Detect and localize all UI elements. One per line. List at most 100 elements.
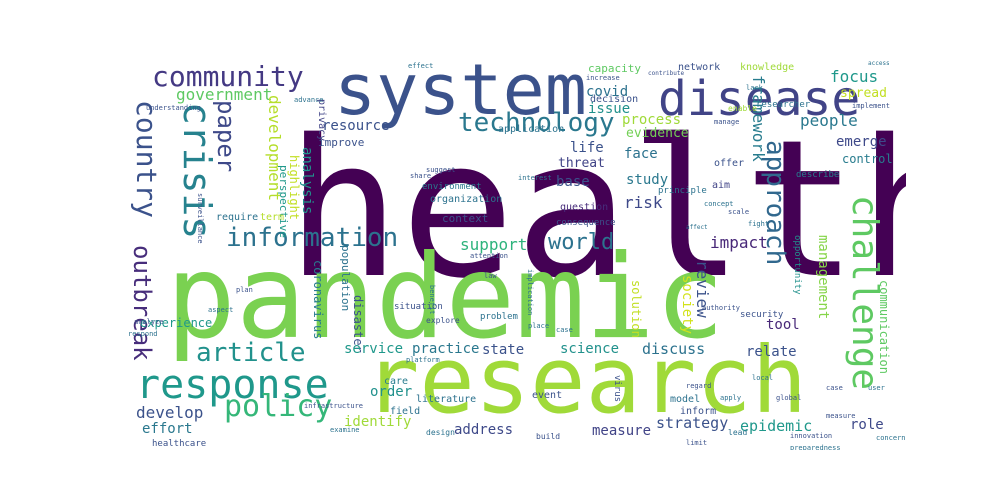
word-focus: focus <box>830 67 879 86</box>
word-measure: measure <box>592 423 652 439</box>
word-user: user <box>868 384 885 392</box>
word-place: place <box>528 322 550 330</box>
word-examine: examine <box>330 426 360 434</box>
word-implication: implication <box>526 269 534 316</box>
word-context: context <box>442 212 489 225</box>
word-attention: attention <box>470 252 508 260</box>
word-information: information <box>226 223 399 253</box>
word-article: article <box>196 338 306 368</box>
word-address: address <box>454 422 514 438</box>
word-government: government <box>176 85 273 104</box>
word-environment: environment <box>422 182 482 192</box>
word-benefit: benefit <box>428 285 436 315</box>
word-communication: communication <box>877 280 891 374</box>
word-network: network <box>678 62 721 73</box>
word-require: require <box>216 212 259 223</box>
word-solution: solution <box>629 280 643 338</box>
word-decision: decision <box>590 94 639 105</box>
word-population: population <box>339 245 352 312</box>
word-consequence: consequence <box>556 218 616 228</box>
word-question: question <box>560 202 609 213</box>
word-face: face <box>624 146 658 162</box>
word-plan: plan <box>236 286 253 294</box>
word-describe: describe <box>796 170 840 180</box>
word-aspect: aspect <box>208 306 234 314</box>
word-disease: disease <box>658 71 861 127</box>
word-policy: policy <box>224 389 333 424</box>
word-care: care <box>384 376 409 387</box>
word-apply: apply <box>720 394 742 402</box>
word-infrastructure: infrastructure <box>304 402 364 410</box>
word-experience: experience <box>140 316 213 330</box>
word-effect: effect <box>408 62 434 70</box>
word-understanding: understanding <box>146 104 201 112</box>
word-access: access <box>868 60 890 67</box>
word-service: service <box>344 341 404 357</box>
word-measure: measure <box>826 412 856 420</box>
word-preparedness: preparedness <box>790 444 841 451</box>
word-enable: enable <box>728 104 757 113</box>
word-respond: respond <box>128 330 158 338</box>
word-knowledge: knowledge <box>740 62 795 73</box>
word-implement: implement <box>852 102 890 110</box>
word-opportunity: opportunity <box>792 235 802 295</box>
word-problem: problem <box>480 312 518 322</box>
word-authority: authority <box>702 304 740 312</box>
word-control: control <box>842 152 893 166</box>
word-regard: regard <box>686 382 712 390</box>
word-support: support <box>460 235 528 254</box>
word-case: case <box>826 384 843 392</box>
word-response: response <box>136 362 329 408</box>
word-researcher: researcher <box>756 100 811 110</box>
word-risk: risk <box>624 193 663 212</box>
word-science: science <box>560 341 620 357</box>
word-event: event <box>532 390 563 401</box>
word-epidemic: epidemic <box>740 417 813 435</box>
word-build: build <box>536 432 561 441</box>
word-application: application <box>498 124 565 135</box>
word-order: order <box>370 384 413 400</box>
word-system: system <box>334 55 587 131</box>
word-offer: offer <box>714 158 745 169</box>
word-local: local <box>752 374 774 382</box>
word-cloud: health pandemic research system disease chall… <box>126 55 906 450</box>
word-contribute: contribute <box>648 70 685 77</box>
word-term: term <box>260 212 285 223</box>
word-impact: impact <box>710 233 768 252</box>
word-state: state <box>482 342 525 358</box>
word-strategy: strategy <box>656 414 729 432</box>
word-discuss: discuss <box>642 340 706 358</box>
word-relate: relate <box>746 344 797 360</box>
word-research: research <box>364 327 808 434</box>
word-perspective: perspective <box>277 165 290 238</box>
word-health: health <box>286 99 906 320</box>
word-aim: aim <box>712 180 731 191</box>
word-innovation: innovation <box>790 432 833 440</box>
word-analyze: analyze <box>134 318 164 326</box>
word-spread: spread <box>840 86 887 101</box>
word-affect: affect <box>686 224 708 231</box>
word-explore: explore <box>426 316 460 325</box>
word-inform: inform <box>680 406 717 417</box>
word-paper: paper <box>212 100 240 173</box>
word-resource: resource <box>322 118 390 134</box>
word-capacity: capacity <box>588 62 641 75</box>
word-improve: improve <box>318 136 365 149</box>
word-effort: effort <box>142 421 193 437</box>
word-security: security <box>740 310 784 320</box>
word-pandemic: pandemic <box>166 230 725 365</box>
word-tool: tool <box>766 317 800 333</box>
word-issue: issue <box>588 101 631 117</box>
word-limit: limit <box>686 439 708 447</box>
word-concept: concept <box>704 200 734 208</box>
word-principle: principle <box>658 186 707 196</box>
word-evidence: evidence <box>626 126 689 141</box>
word-coronavirus: coronavirus <box>311 260 325 340</box>
word-interest: interest <box>518 174 552 182</box>
word-identify: identify <box>344 414 412 430</box>
word-concern: concern <box>876 434 906 442</box>
word-healthcare: healthcare <box>152 439 207 449</box>
word-share: share <box>410 172 432 180</box>
word-society: society <box>679 275 695 335</box>
word-lack: lack <box>746 84 763 92</box>
